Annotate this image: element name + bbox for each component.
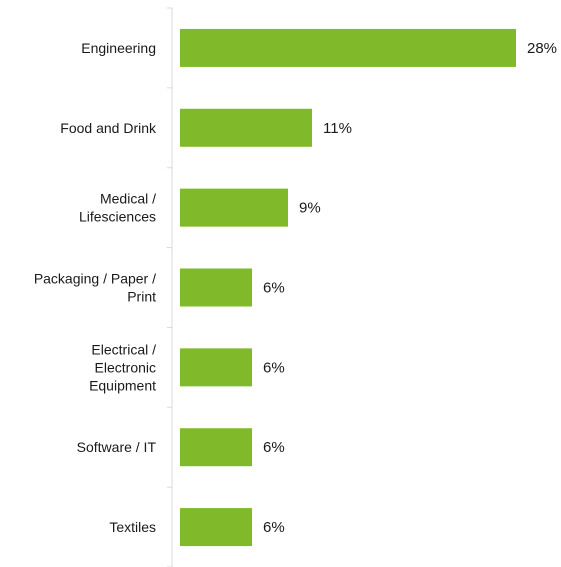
category-label: Textiles	[109, 519, 156, 535]
value-label: 28%	[527, 40, 557, 57]
bar	[180, 428, 252, 467]
value-label: 6%	[263, 280, 285, 297]
category-label: Packaging / Paper / Print	[34, 271, 156, 305]
value-label: 6%	[263, 359, 285, 376]
category-label-line: Packaging / Paper /	[34, 271, 156, 287]
bar	[180, 268, 252, 307]
bars	[180, 28, 516, 547]
category-label: Medical / Lifesciences	[79, 191, 156, 225]
value-label: 9%	[299, 200, 321, 217]
category-label: Food and Drink	[60, 120, 157, 136]
category-label-line: Engineering	[81, 40, 156, 56]
bar	[180, 108, 312, 147]
category-label: Software / IT	[77, 439, 157, 455]
category-label-line: Lifesciences	[79, 209, 156, 225]
category-label-line: Electronic	[95, 359, 156, 375]
category-label-line: Equipment	[89, 377, 156, 393]
axis-ticks	[167, 7, 172, 567]
bar	[180, 348, 252, 387]
category-label-line: Print	[127, 289, 156, 305]
bar	[180, 28, 516, 67]
value-label: 11%	[323, 120, 352, 137]
category-label-line: Electrical /	[91, 341, 156, 357]
category-label: Electrical / Electronic Equipment	[89, 341, 156, 393]
value-label: 6%	[263, 439, 285, 456]
category-labels: Engineering Food and Drink Medical / Lifesc…	[34, 40, 157, 535]
value-label: 6%	[263, 519, 285, 536]
value-labels: 28% 11% 9% 6% 6% 6% 6%	[263, 40, 557, 536]
category-label: Engineering	[81, 40, 156, 56]
category-label-line: Textiles	[109, 519, 156, 535]
category-label-line: Medical /	[100, 191, 156, 207]
category-label-line: Software / IT	[77, 439, 157, 455]
bar	[180, 188, 288, 227]
bar	[180, 508, 252, 547]
category-label-line: Food and Drink	[60, 120, 157, 136]
